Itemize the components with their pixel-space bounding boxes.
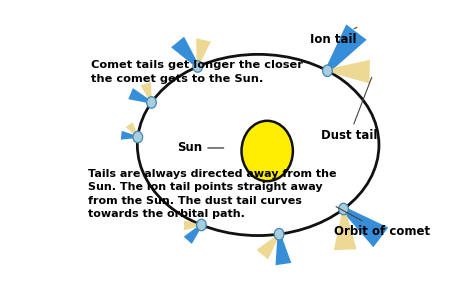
- Polygon shape: [121, 131, 138, 140]
- Ellipse shape: [274, 228, 284, 240]
- Polygon shape: [275, 234, 292, 265]
- Polygon shape: [256, 234, 281, 259]
- Ellipse shape: [133, 131, 143, 143]
- Ellipse shape: [242, 121, 293, 181]
- Text: Tails are always directed away from the
Sun. The ion tail points straight away
f: Tails are always directed away from the …: [88, 169, 336, 219]
- Polygon shape: [342, 207, 388, 247]
- Polygon shape: [334, 207, 356, 250]
- Ellipse shape: [146, 97, 156, 108]
- Ellipse shape: [193, 61, 202, 72]
- Text: Ion tail: Ion tail: [310, 27, 357, 46]
- Ellipse shape: [197, 219, 206, 231]
- Polygon shape: [325, 24, 366, 72]
- Polygon shape: [326, 60, 370, 84]
- Polygon shape: [196, 38, 211, 67]
- Polygon shape: [184, 224, 202, 244]
- Polygon shape: [128, 88, 152, 104]
- Ellipse shape: [339, 203, 348, 215]
- Text: Sun: Sun: [177, 141, 224, 155]
- Polygon shape: [184, 220, 202, 230]
- Ellipse shape: [323, 65, 332, 76]
- Polygon shape: [140, 82, 152, 103]
- Text: Orbit of comet: Orbit of comet: [334, 207, 430, 238]
- Text: Dust tail: Dust tail: [321, 77, 377, 143]
- Text: Comet tails get longer the closer
the comet gets to the Sun.: Comet tails get longer the closer the co…: [91, 60, 302, 84]
- Polygon shape: [171, 37, 199, 68]
- Polygon shape: [126, 122, 138, 138]
